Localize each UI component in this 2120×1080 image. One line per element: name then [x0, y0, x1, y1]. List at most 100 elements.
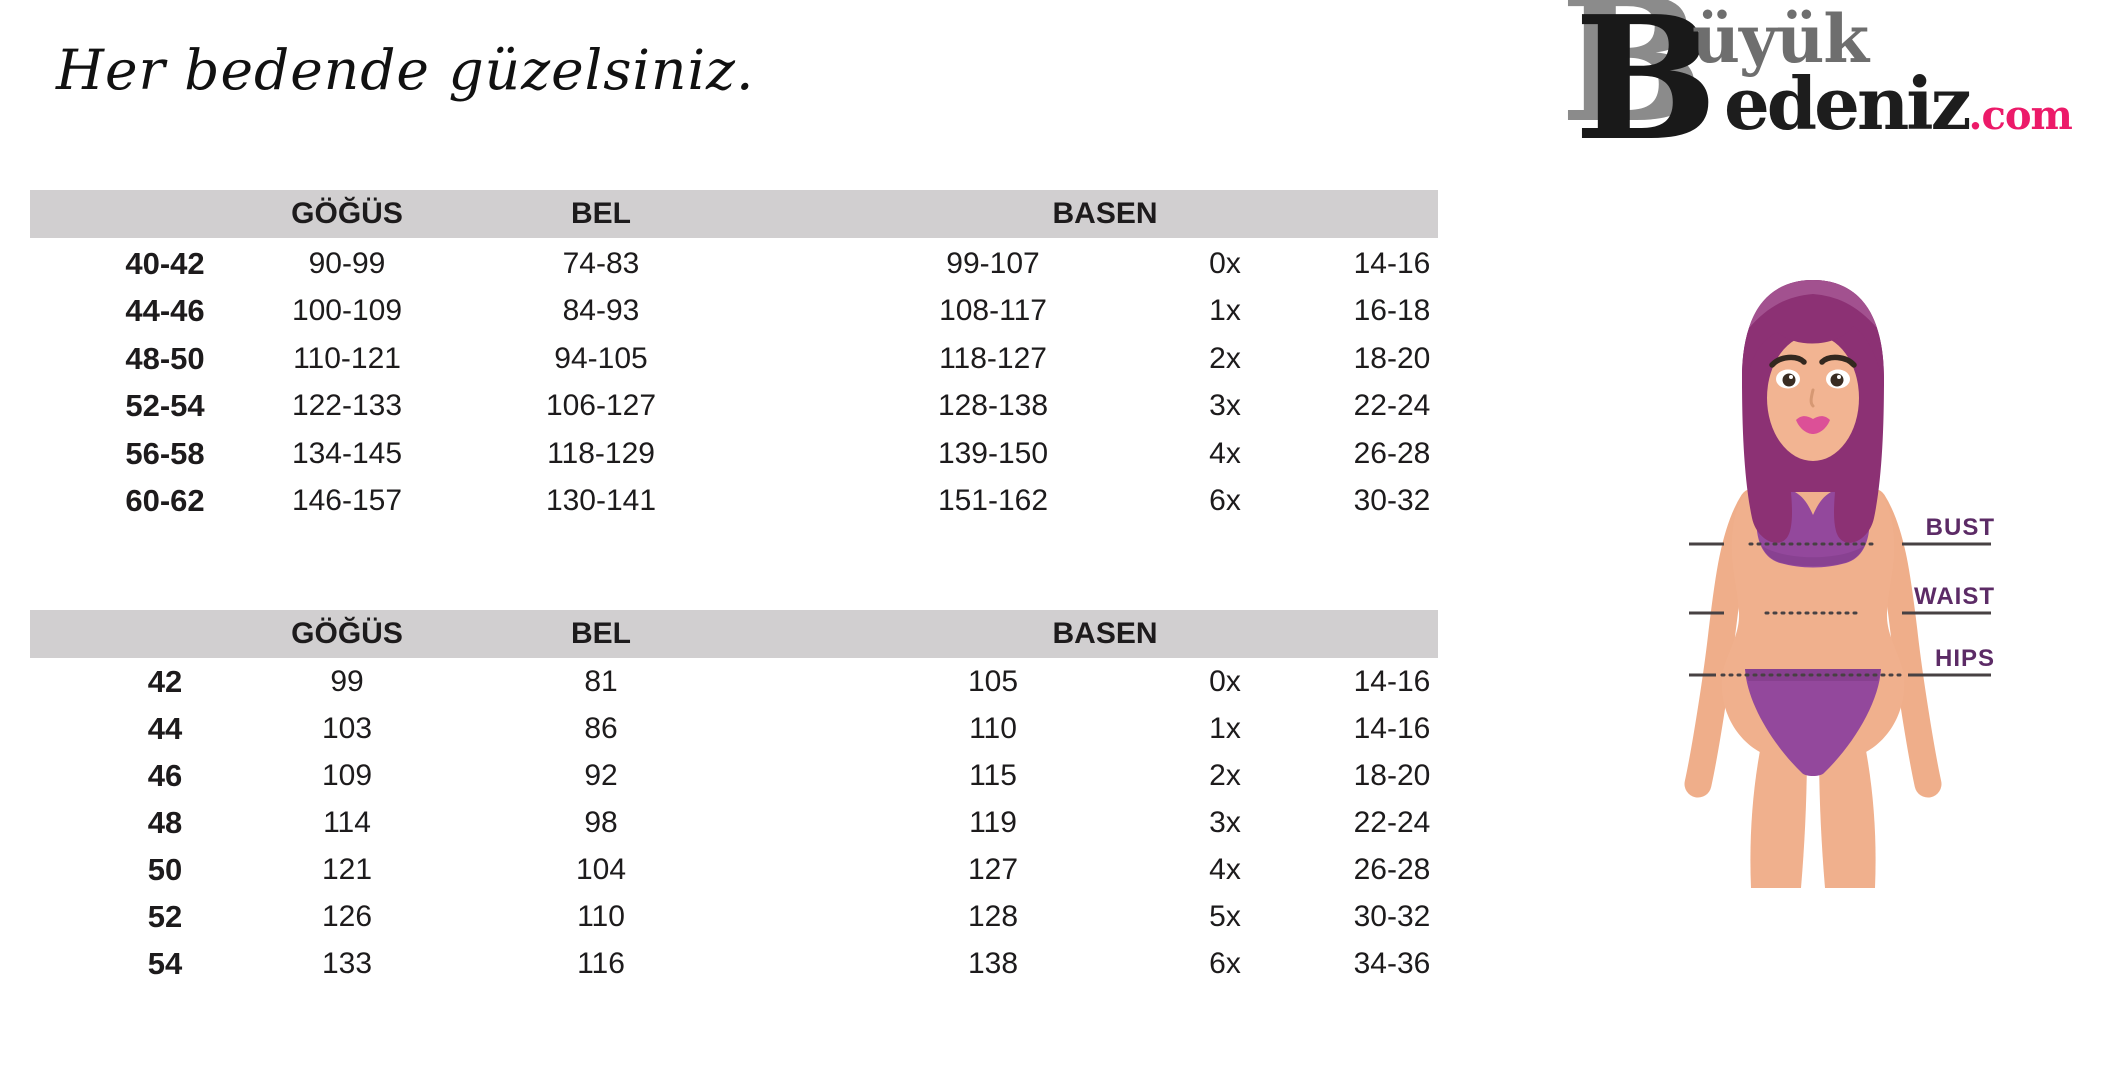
size-cell: 56-58 [125, 435, 205, 471]
bust-cell: 99 [330, 665, 364, 698]
hips-cell: 138 [967, 947, 1019, 980]
figure-lips [1796, 416, 1830, 434]
size-cell: 54 [147, 946, 183, 981]
table-row: 52 126 110 128 5x 30-32 [30, 893, 1438, 940]
logo-word-bottom: edeniz.com [1724, 68, 2073, 140]
waist-cell: 104 [575, 853, 627, 886]
waist-cell: 106-127 [545, 389, 657, 423]
bust-cell: 133 [321, 947, 373, 980]
waist-cell: 116 [577, 947, 625, 980]
x-size-cell: 2x [1209, 759, 1241, 792]
figure-panties [1745, 669, 1881, 776]
us-size-cell: 26-28 [1353, 853, 1431, 886]
us-size-cell: 16-18 [1353, 294, 1431, 328]
bust-cell: 114 [323, 806, 371, 839]
logo-initial: B [1574, 0, 1718, 179]
figure-iris-right [1830, 373, 1844, 387]
column-header-hips: BASEN [1052, 617, 1158, 650]
figure-leg-right [1819, 740, 1876, 888]
size-cell: 48 [147, 805, 183, 840]
size-chart-1-header-bar: GÖĞÜS BEL BASEN [30, 190, 1438, 238]
hips-cell: 151-162 [937, 483, 1049, 517]
hips-cell: 110 [969, 712, 1017, 745]
waist-cell: 118-129 [547, 436, 655, 470]
bust-cell: 126 [321, 900, 373, 933]
us-size-cell: 30-32 [1353, 900, 1431, 933]
size-cell: 40-42 [125, 246, 205, 281]
table-row: 50 121 104 127 4x 26-28 [30, 846, 1438, 893]
logo-tld: .com [1968, 92, 2073, 139]
x-size-cell: 4x [1209, 436, 1241, 470]
table-row: 56-58 134-145 118-129 139-150 4x 26-28 [30, 430, 1438, 477]
waist-label: WAIST [1914, 583, 1995, 610]
hips-cell: 115 [969, 759, 1017, 792]
hips-cell: 128 [967, 900, 1019, 933]
size-cell: 44 [147, 711, 183, 746]
x-size-cell: 6x [1209, 483, 1241, 517]
table-row: 40-42 90-99 74-83 99-107 0x 14-16 [30, 240, 1438, 287]
figure-iris-left [1782, 373, 1796, 387]
hips-cell: 99-107 [946, 247, 1040, 280]
bust-cell: 90-99 [308, 247, 386, 280]
us-size-cell: 26-28 [1353, 436, 1431, 470]
figure-brow-right [1819, 354, 1857, 368]
figure-bra-band [1762, 546, 1864, 566]
column-header-waist: BEL [571, 617, 631, 650]
size-chart-2-header-bar: GÖĞÜS BEL BASEN [30, 610, 1438, 658]
column-header-hips: BASEN [1052, 197, 1158, 230]
us-size-cell: 18-20 [1353, 759, 1431, 792]
size-cell: 46 [147, 758, 183, 793]
size-cell: 52 [147, 899, 183, 934]
waist-cell: 110 [577, 900, 625, 933]
x-size-cell: 1x [1209, 712, 1241, 745]
size-chart-1: 40-42 90-99 74-83 99-107 0x 14-16 44-46 … [30, 240, 1438, 524]
bust-cell: 146-157 [291, 483, 403, 517]
table-row: 54 133 116 138 6x 34-36 [30, 940, 1438, 987]
hips-cell: 119 [969, 806, 1017, 839]
size-cell: 48-50 [125, 340, 205, 376]
figure-face [1767, 335, 1859, 461]
figure-illustration: BUST WAIST HIPS [1650, 270, 2010, 910]
brand-logo: B B üyük edeniz.com [1560, 0, 2073, 164]
size-cell: 52-54 [125, 388, 205, 424]
table-row: 44-46 100-109 84-93 108-117 1x 16-18 [30, 287, 1438, 334]
waist-cell: 94-105 [554, 341, 648, 375]
hips-label: HIPS [1935, 645, 1995, 672]
us-size-cell: 22-24 [1353, 806, 1431, 839]
waist-cell: 74-83 [562, 247, 640, 280]
column-header-waist: BEL [571, 197, 631, 230]
hips-cell: 118-127 [939, 341, 1047, 375]
table-row: 44 103 86 110 1x 14-16 [30, 705, 1438, 752]
size-chart-2: 42 99 81 105 0x 14-16 44 103 86 110 1x 1… [30, 658, 1438, 987]
logo-initial-shadow: B [1560, 0, 1704, 161]
table-row: 48 114 98 119 3x 22-24 [30, 799, 1438, 846]
hips-cell: 108-117 [939, 294, 1047, 328]
size-cell: 50 [147, 852, 183, 887]
us-size-cell: 34-36 [1353, 947, 1431, 980]
waist-cell: 84-93 [562, 294, 640, 328]
figure-hair-front [1742, 280, 1884, 392]
size-cell: 44-46 [125, 293, 205, 329]
size-cell: 42 [147, 664, 183, 699]
waist-cell: 98 [584, 806, 618, 839]
x-size-cell: 2x [1209, 341, 1241, 375]
bust-cell: 134-145 [291, 436, 403, 470]
us-size-cell: 22-24 [1353, 389, 1431, 423]
bust-cell: 103 [321, 712, 373, 745]
x-size-cell: 0x [1209, 247, 1241, 280]
x-size-cell: 6x [1209, 947, 1241, 980]
figure-eye-highlight-right [1837, 375, 1841, 379]
table-row: 48-50 110-121 94-105 118-127 2x 18-20 [30, 335, 1438, 382]
column-header-bust: GÖĞÜS [291, 617, 403, 650]
bust-cell: 121 [321, 853, 373, 886]
x-size-cell: 4x [1209, 853, 1241, 886]
x-size-cell: 3x [1209, 806, 1241, 839]
figure-leg-left [1750, 740, 1807, 888]
hips-cell: 128-138 [937, 389, 1049, 423]
table-row: 52-54 122-133 106-127 128-138 3x 22-24 [30, 382, 1438, 429]
measurement-figure: BUST WAIST HIPS [1684, 280, 1995, 888]
hips-cell: 105 [967, 665, 1019, 698]
us-size-cell: 14-16 [1353, 712, 1431, 745]
figure-hair-highlight [1749, 280, 1877, 328]
